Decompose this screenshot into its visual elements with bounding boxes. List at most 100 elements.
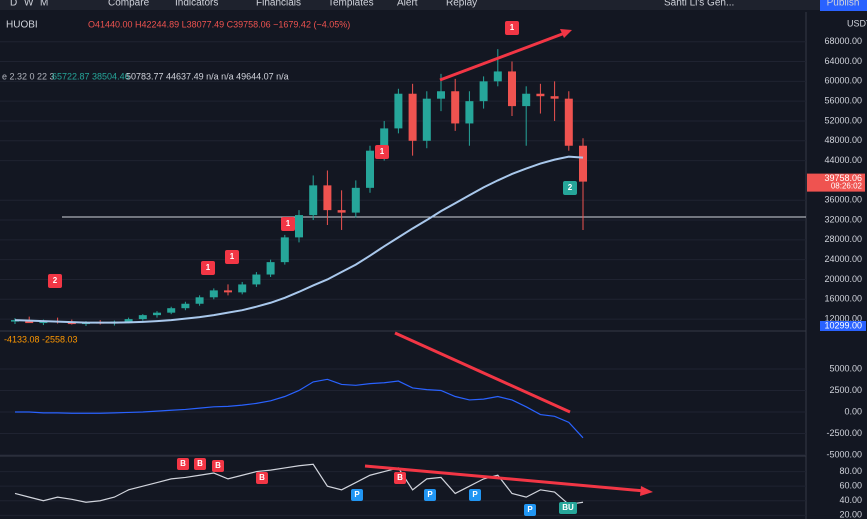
- low-price-tag: [820, 321, 866, 331]
- candle-body: [408, 93, 417, 141]
- candle-body: [422, 98, 431, 141]
- rsi-badge: [394, 472, 406, 484]
- rsi-badge: [469, 489, 481, 501]
- interval[interactable]: W: [24, 0, 34, 9]
- candle-body: [451, 91, 460, 124]
- signal-label: 1: [230, 252, 235, 261]
- rsi-badge: [559, 502, 577, 514]
- indicator-values: 50783.77 44637.49 n/a n/a 49644.07 n/a: [126, 71, 289, 81]
- trend-arrow: [394, 331, 571, 414]
- candle-body: [437, 91, 445, 99]
- candle-body: [366, 150, 374, 188]
- y-tick-label: 40.00: [839, 495, 862, 505]
- toolbar-item[interactable]: Templates: [328, 0, 374, 9]
- rsi-badge: [351, 489, 363, 501]
- layout-name[interactable]: Santi Li's Gen...: [664, 0, 734, 9]
- signal-badge: [505, 21, 519, 35]
- rsi-badge: [524, 504, 536, 516]
- publish-button[interactable]: [820, 0, 867, 11]
- rsi-badge: [212, 460, 224, 472]
- candle-body: [337, 210, 346, 213]
- candle-body: [493, 71, 502, 82]
- y-tick-label: 16000.00: [824, 294, 862, 304]
- candle-body: [295, 215, 303, 238]
- rsi-badge: [177, 458, 189, 470]
- toolbar-item[interactable]: Indicators: [175, 0, 218, 9]
- rsi-label: B: [259, 473, 265, 482]
- ohlc: O41440.00 H42244.89 L38077.49 C39758.06 …: [88, 19, 350, 29]
- candle-body: [266, 262, 275, 275]
- rsi-label: B: [180, 459, 186, 468]
- candle-body: [124, 319, 133, 322]
- candle-body: [309, 185, 318, 216]
- low-price: 10299.00: [824, 320, 862, 330]
- candle-body: [479, 81, 488, 102]
- y-tick-label: 68000.00: [824, 36, 862, 46]
- candle-body: [351, 187, 360, 213]
- candle-body: [153, 312, 161, 316]
- candle-body: [181, 303, 190, 309]
- y-tick-label: 20.00: [839, 510, 862, 519]
- publish[interactable]: Publish: [827, 0, 860, 9]
- arrow-head: [560, 29, 572, 38]
- y-tick-label: 32000.00: [824, 214, 862, 224]
- candle-body: [380, 128, 389, 151]
- candle-body: [167, 308, 176, 313]
- y-tick-label: 52000.00: [824, 115, 862, 125]
- signal-badge: [375, 145, 389, 159]
- indicator-values: 65722.87 38504.46: [52, 71, 130, 81]
- candle-body: [394, 93, 403, 129]
- toolbar-item[interactable]: Alert: [397, 0, 418, 9]
- signal-label: 1: [206, 263, 211, 272]
- candle-body: [508, 71, 516, 107]
- candle-body: [252, 274, 261, 285]
- currency: USDT: [847, 18, 867, 28]
- indicator-params: e 2.32 0 22 3: [2, 71, 55, 81]
- y-tick-label: 44000.00: [824, 155, 862, 165]
- candle-body: [238, 284, 247, 293]
- rsi-label: BU: [562, 503, 574, 512]
- rsi-badge: [424, 489, 436, 501]
- rsi-label: B: [397, 473, 403, 482]
- candle-body: [195, 297, 204, 304]
- rsi-label: P: [354, 490, 360, 499]
- y-tick-label: 24000.00: [824, 254, 862, 264]
- signal-badge: [48, 274, 62, 288]
- signal-badge: [201, 261, 215, 275]
- toolbar-item[interactable]: Compare: [108, 0, 150, 9]
- y-tick-label: 0.00: [844, 406, 862, 416]
- signal-label: 1: [380, 147, 385, 156]
- toolbar: [0, 0, 867, 10]
- pane-title: -4133.08 -2558.03: [4, 334, 78, 344]
- y-tick-label: 56000.00: [824, 96, 862, 106]
- y-tick-label: 60000.00: [824, 76, 862, 86]
- rsi-label: P: [427, 490, 433, 499]
- signal-label: 1: [510, 23, 515, 32]
- toolbar-item[interactable]: Financials: [256, 0, 301, 9]
- y-tick-label: 64000.00: [824, 56, 862, 66]
- rsi-label: P: [472, 490, 478, 499]
- y-tick-label: 2500.00: [829, 385, 862, 395]
- rsi-label: B: [197, 459, 203, 468]
- trend-arrows: [364, 29, 653, 496]
- last-price-tag: [807, 173, 865, 192]
- signal-badge: [281, 217, 295, 231]
- y-tick-label: 28000.00: [824, 234, 862, 244]
- interval[interactable]: D: [10, 0, 17, 9]
- series-line: [15, 378, 584, 439]
- candle-body: [522, 93, 531, 107]
- candle-body: [579, 145, 587, 182]
- y-tick-label: 36000.00: [824, 195, 862, 205]
- interval[interactable]: M: [40, 0, 48, 9]
- toolbar-item[interactable]: Replay: [446, 0, 477, 9]
- y-tick-label: -2500.00: [826, 428, 862, 438]
- y-tick-label: 5000.00: [829, 363, 862, 373]
- rsi-label: P: [527, 505, 533, 514]
- rsi-badge: [256, 472, 268, 484]
- trend-arrow: [439, 31, 566, 82]
- y-tick-label: 60.00: [839, 481, 862, 491]
- trend-arrow: [364, 464, 646, 493]
- candle-body: [280, 237, 289, 263]
- signal-badge: [563, 181, 577, 195]
